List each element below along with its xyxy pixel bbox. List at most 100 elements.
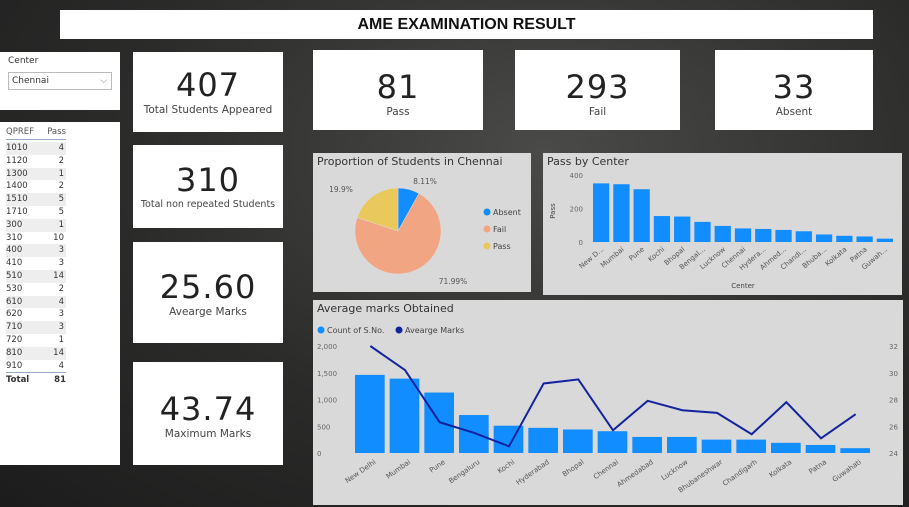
- x-tick-label: Bengaluru: [447, 458, 481, 485]
- y-tick-label-left: 1,500: [317, 370, 337, 378]
- legend-marker: [483, 242, 491, 250]
- table-row[interactable]: 1300 1: [6, 167, 66, 181]
- table-row[interactable]: 1120 2: [6, 155, 66, 168]
- table-row[interactable]: 1510 5: [6, 193, 66, 206]
- qpref-cell: 530: [6, 283, 23, 294]
- table-row[interactable]: 310 10: [6, 232, 66, 245]
- table-row[interactable]: 620 3: [6, 308, 66, 321]
- table-row[interactable]: 710 3: [6, 321, 66, 334]
- table-row[interactable]: 810 14: [6, 346, 66, 360]
- x-tick-label: New Delhi: [344, 458, 378, 485]
- y-tick-label-right: 32: [889, 343, 898, 351]
- y-tick-label-left: 2,000: [317, 343, 337, 351]
- y-tick-label-right: 28: [889, 397, 898, 405]
- kpi-value: 293: [565, 68, 630, 106]
- pass-cell: 2: [58, 155, 64, 166]
- slice-data-label: 71.99%: [439, 277, 468, 286]
- bar: [674, 216, 691, 242]
- qpref-cell: 720: [6, 334, 23, 345]
- legend-marker: [395, 326, 403, 334]
- qpref-cell: 410: [6, 258, 23, 269]
- count-bar: [355, 374, 385, 453]
- qpref-cell: 400: [6, 245, 23, 256]
- chart-title: Proportion of Students in Chennai: [317, 155, 503, 168]
- x-tick-label: Lucknow: [660, 458, 690, 482]
- qpref-cell: 1710: [6, 206, 28, 217]
- table-row[interactable]: 530 2: [6, 283, 66, 296]
- kpi-label: Absent: [775, 106, 813, 118]
- average-marks-combo-chart: Count of S.No. Avearge Marks 0 500 1,000 1,50…: [317, 326, 898, 495]
- dropdown-value: Chennai: [12, 76, 49, 86]
- qpref-cell: 620: [6, 309, 23, 320]
- legend-label: Fail: [493, 225, 506, 234]
- average-marks-panel: Average marks Obtained Count of S.No. Ave…: [313, 300, 903, 505]
- table-row[interactable]: 300 1: [6, 218, 66, 232]
- pass-cell: 2: [58, 283, 64, 294]
- table-row[interactable]: 410 3: [6, 257, 66, 270]
- kpi-label: Total non repeated Students: [140, 199, 276, 210]
- pass-cell: 3: [58, 258, 64, 269]
- qpref-cell: 1510: [6, 194, 28, 205]
- table-row[interactable]: 400 3: [6, 244, 66, 258]
- qpref-cell: 1300: [6, 168, 28, 179]
- pass-by-center-panel: Pass by Center 0 200 400 New D... Mumbai Pune…: [543, 153, 902, 295]
- x-tick-label: Hyderabad: [515, 458, 551, 487]
- pass-cell: 14: [53, 270, 64, 281]
- table-row[interactable]: 1710 5: [6, 206, 66, 219]
- x-tick-label: Kolkata: [768, 458, 794, 479]
- pass-cell: 2: [58, 181, 64, 192]
- count-bar: [459, 415, 489, 453]
- y-tick-label: 200: [570, 206, 583, 214]
- bar: [633, 189, 650, 242]
- pass-cell: 4: [58, 296, 64, 307]
- qpref-cell: 610: [6, 296, 23, 307]
- table-row[interactable]: 610 4: [6, 295, 66, 309]
- count-bar: [528, 427, 558, 453]
- qpref-cell: 300: [6, 219, 23, 230]
- x-tick-label: Chandigarh: [721, 458, 759, 488]
- column-header[interactable]: QPREF: [6, 127, 34, 137]
- x-tick-label: Bhopal: [561, 458, 585, 478]
- kpi-card-absent: 33 Absent: [715, 50, 873, 130]
- legend-label: Avearge Marks: [405, 326, 464, 335]
- bar: [694, 221, 711, 242]
- y-tick-label-right: 24: [889, 450, 898, 458]
- y-tick-label: 400: [570, 172, 583, 180]
- count-bar: [736, 439, 766, 453]
- x-tick-label: Patna: [807, 458, 828, 476]
- kpi-label: Fail: [588, 106, 607, 118]
- bar: [714, 225, 731, 242]
- table-row[interactable]: 510 14: [6, 269, 66, 283]
- table-row[interactable]: 910 4: [6, 360, 66, 373]
- chart-title: Pass by Center: [547, 155, 629, 168]
- table-row[interactable]: 720 1: [6, 334, 66, 347]
- pass-cell: 3: [58, 309, 64, 320]
- kpi-value: 33: [772, 68, 816, 106]
- count-bar: [563, 429, 593, 453]
- bar: [815, 234, 833, 242]
- kpi-card-maximum: 43.74 Maximum Marks: [133, 362, 283, 465]
- kpi-value: 310: [175, 161, 241, 199]
- kpi-card-pass: 81 Pass: [313, 50, 483, 130]
- y-tick-label-left: 0: [317, 450, 321, 458]
- kpi-label: Total Students Appeared: [143, 104, 273, 116]
- table-row[interactable]: 1400 2: [6, 180, 66, 193]
- qpref-cell: 310: [6, 232, 23, 243]
- kpi-value: 25.60: [159, 268, 257, 306]
- table-row[interactable]: 1010 4: [6, 142, 66, 155]
- legend-label: Pass: [493, 242, 511, 251]
- count-bar: [597, 431, 628, 453]
- qpref-cell: 510: [6, 270, 23, 281]
- center-dropdown[interactable]: Chennai ⌵: [8, 72, 112, 90]
- x-tick-label: Chennai: [592, 458, 620, 481]
- kpi-label: Maximum Marks: [164, 428, 252, 440]
- kpi-value: 43.74: [159, 390, 257, 428]
- count-bar: [805, 444, 836, 453]
- column-header[interactable]: Pass: [47, 127, 66, 137]
- count-bar: [632, 436, 662, 453]
- qpref-cell: 710: [6, 322, 23, 333]
- x-tick-label: Pune: [628, 245, 646, 262]
- x-tick-label: Pune: [428, 458, 447, 474]
- kpi-card-appeared: 407 Total Students Appeared: [133, 52, 283, 132]
- qpref-cell: 1400: [6, 181, 28, 192]
